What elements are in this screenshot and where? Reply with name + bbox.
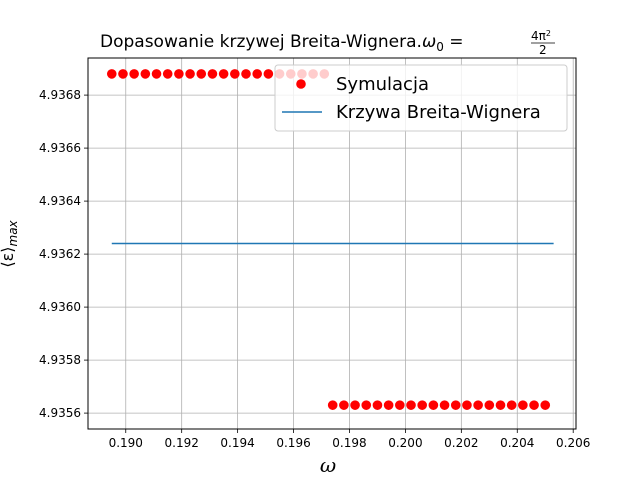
y-tick-label: 4.9366 — [39, 141, 81, 155]
x-tick-label: 0.198 — [332, 436, 366, 450]
x-tick-label: 0.200 — [388, 436, 422, 450]
legend-label-symulacja: Symulacja — [336, 74, 429, 95]
y-tick-label: 4.9360 — [39, 300, 81, 314]
y-axis-label-main: ⟨ε⟩ — [0, 247, 17, 268]
data-point — [406, 400, 416, 410]
data-point — [129, 69, 139, 79]
data-point — [383, 400, 394, 410]
title-equals: = — [444, 32, 464, 52]
legend-label-krzywa: Krzywa Breita-Wignera — [336, 102, 541, 123]
data-point — [439, 400, 450, 410]
data-point — [162, 69, 173, 79]
data-point — [252, 69, 262, 79]
y-tick-label: 4.9362 — [39, 247, 81, 261]
y-tick-label: 4.9368 — [39, 88, 81, 102]
data-point — [218, 69, 229, 79]
data-point — [263, 69, 274, 79]
title-omega-subscript: 0 — [436, 40, 444, 54]
data-point — [417, 400, 427, 410]
data-point — [395, 400, 405, 410]
legend: Symulacja Krzywa Breita-Wignera — [274, 64, 568, 132]
svg-text:⟨ε⟩max: ⟨ε⟩max — [0, 219, 20, 267]
title-fraction-numerator: 4π2 — [531, 29, 551, 43]
data-point — [118, 69, 128, 79]
legend-box — [274, 64, 568, 132]
data-point — [529, 400, 539, 410]
data-point — [140, 69, 151, 79]
data-point — [495, 400, 506, 410]
data-point — [518, 400, 528, 410]
data-point — [241, 69, 251, 79]
data-point — [372, 400, 383, 410]
data-point — [428, 400, 439, 410]
y-tick-label: 4.9356 — [39, 406, 81, 420]
x-axis-label: ω — [320, 453, 336, 477]
title-fraction-denominator: 2 — [539, 43, 547, 57]
data-point — [361, 400, 372, 410]
y-tick-label: 4.9364 — [39, 194, 81, 208]
data-point — [106, 69, 117, 79]
x-tick-label: 0.196 — [276, 436, 310, 450]
data-point — [174, 69, 184, 79]
data-point — [230, 69, 240, 79]
chart-title: Dopasowanie krzywej Breita-Wignera.ω0 = — [100, 32, 463, 54]
x-tick-label: 0.192 — [165, 436, 199, 450]
plot-area-frame — [87, 57, 577, 430]
legend-symbol-symulacja — [296, 79, 306, 89]
y-axis: 4.9356 4.9358 4.9360 4.9362 4.9364 4.9366 4.93… — [39, 88, 88, 420]
data-point — [196, 69, 207, 79]
data-point — [484, 400, 495, 410]
y-tick-label: 4.9358 — [39, 353, 81, 367]
y-axis-label-sub: max — [6, 219, 20, 246]
data-point — [151, 69, 162, 79]
data-point — [450, 400, 461, 410]
data-point — [185, 69, 195, 79]
data-point — [473, 400, 483, 410]
x-axis: 0.190 0.192 0.194 0.196 0.198 0.200 0.202 0.204… — [109, 429, 590, 450]
data-point — [350, 400, 360, 410]
title-omega: ω — [422, 32, 436, 52]
data-point — [540, 400, 551, 410]
data-point — [339, 400, 349, 410]
x-tick-label: 0.204 — [500, 436, 534, 450]
data-point — [327, 400, 338, 410]
title-fraction: 4π2 2 — [531, 29, 555, 57]
data-point — [462, 400, 472, 410]
data-point — [207, 69, 218, 79]
x-tick-label: 0.194 — [220, 436, 254, 450]
x-tick-label: 0.190 — [109, 436, 143, 450]
data-point — [506, 400, 517, 410]
x-tick-label: 0.202 — [444, 436, 478, 450]
chart-title-text: Dopasowanie krzywej Breita-Wignera. — [100, 32, 422, 52]
x-tick-label: 0.206 — [556, 436, 590, 450]
y-axis-label: ⟨ε⟩max — [0, 219, 20, 267]
